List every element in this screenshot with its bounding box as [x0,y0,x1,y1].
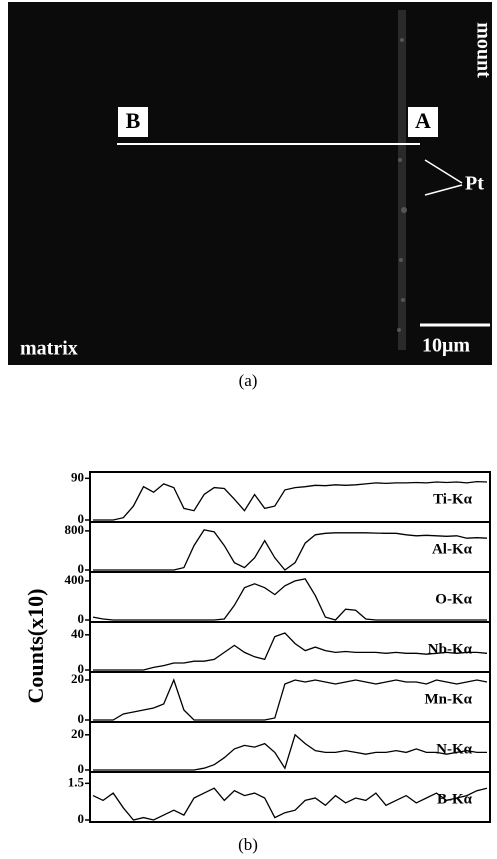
element-label: Mn-Kα [424,691,472,707]
sem-image [8,2,492,365]
y-tick-label: 0 [78,561,85,576]
arrow [424,159,463,184]
arrow [424,184,463,196]
matrix-label: matrix [20,338,78,360]
point-label: B [126,108,141,133]
y-tick-label: 800 [65,522,85,537]
y-tick-label: 0 [78,511,85,526]
panel-frame [89,521,491,573]
element-label: Nb-Kα [428,641,473,657]
profile-line [92,787,488,821]
y-tick-label: 0 [78,611,85,626]
caption: (b) [238,835,258,854]
y-tick-label: 90 [71,469,84,484]
panel-frame [89,771,491,823]
y-axis-label: Counts(x10) [23,589,48,704]
profile-line [93,632,488,671]
profile-line [93,480,488,521]
y-tick-label: 1.5 [68,774,85,789]
panel-frame [89,571,491,623]
panel-frame [89,471,491,523]
y-tick-label: 0 [78,711,85,726]
y-tick-label: 20 [71,726,84,741]
profile-line [93,529,488,571]
element-label: B-Kα [437,791,473,807]
element-label: O-Kα [435,591,472,607]
profile-line [93,733,487,771]
interface-band [397,10,407,350]
mount-label: mount [472,22,494,78]
scale-label: 10μm [422,335,470,357]
y-tick-label: 0 [78,661,85,676]
y-tick-label: 20 [71,671,84,686]
label-box [118,107,148,137]
profile-line [92,578,487,621]
panel-frame [89,721,491,773]
y-tick-label: 400 [65,572,85,587]
element-label: Al-Kα [432,541,473,557]
y-tick-label: 0 [78,811,85,826]
y-tick-label: 0 [78,761,85,776]
pt-label: Pt [465,173,484,195]
element-label: N-Kα [436,741,472,757]
profile-line [93,678,488,721]
caption: (a) [239,371,258,390]
element-label: Ti-Kα [433,491,473,507]
point-label: A [415,108,431,133]
label-box [408,107,438,137]
y-tick-label: 40 [71,626,84,641]
